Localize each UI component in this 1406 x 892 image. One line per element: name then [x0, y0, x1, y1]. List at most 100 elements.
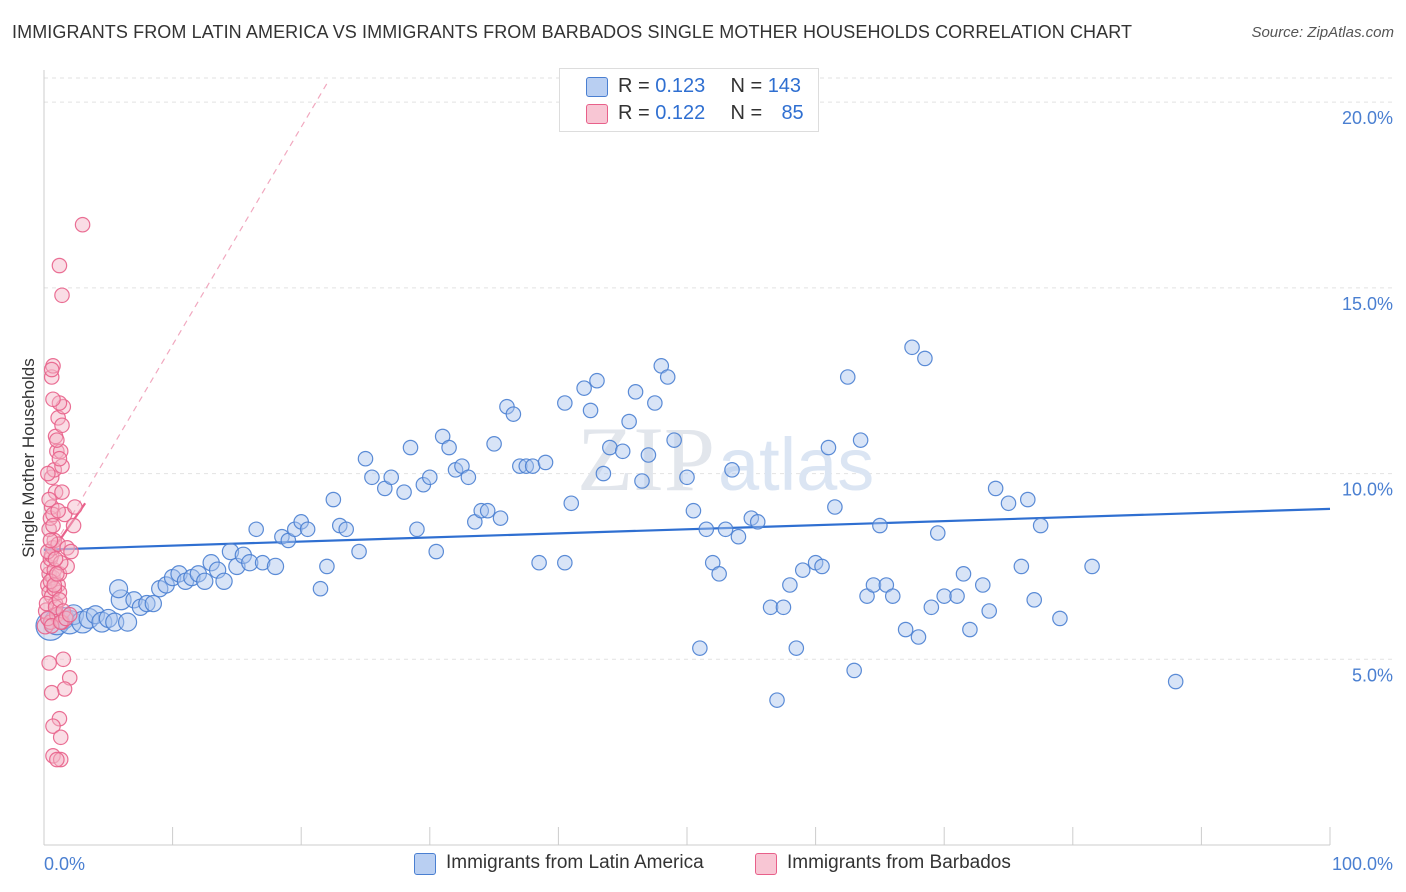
latin-america-point [981, 603, 998, 619]
barbados-point [55, 651, 72, 668]
y-tick-label: 5.0% [1352, 665, 1393, 685]
latin-america-point [974, 577, 991, 593]
barbados-point [45, 517, 61, 534]
legend-swatch-pink [586, 104, 608, 124]
barbados-point [42, 532, 59, 549]
latin-america-point [917, 350, 933, 367]
latin-america-point [769, 692, 785, 708]
legend-n-value: 143 [767, 75, 802, 97]
barbados-point [43, 684, 60, 701]
latin-america-point [364, 469, 380, 486]
y-tick-label: 20.0% [1342, 108, 1393, 128]
bottom-legend-swatch-blue [414, 853, 436, 875]
latin-america-point [1013, 558, 1030, 575]
barbados-point [43, 618, 60, 634]
bottom-legend-swatch-pink [755, 853, 777, 875]
chart-title: IMMIGRANTS FROM LATIN AMERICA VS IMMIGRA… [12, 22, 1133, 42]
legend-n-label: N = [730, 75, 763, 97]
latin-america-point [962, 621, 978, 638]
latin-america-point [1019, 491, 1036, 508]
latin-america-point [319, 558, 335, 575]
latin-america-point [627, 384, 644, 400]
latin-america-point [1052, 610, 1068, 627]
latin-america-point [1026, 592, 1043, 608]
latin-america-point [640, 447, 657, 463]
source-label: Source: ZipAtlas.com [1251, 24, 1394, 41]
latin-america-point [312, 580, 329, 597]
bottom-legend-label: Immigrants from Latin America [446, 852, 704, 873]
latin-america-point [518, 458, 535, 474]
latin-america-point [692, 640, 708, 656]
latin-america-point [897, 621, 914, 638]
latin-america-point [492, 510, 509, 526]
y-tick-label: 10.0% [1342, 480, 1393, 500]
latin-america-point [839, 369, 856, 385]
latin-america-point [602, 439, 618, 456]
latin-america-point [724, 462, 740, 478]
latin-america-point [383, 469, 400, 486]
barbados-point [54, 484, 70, 500]
barbados-point [47, 551, 64, 567]
barbados-point [41, 491, 57, 508]
latin-america-point [1032, 517, 1049, 534]
barbados-point [49, 751, 65, 768]
barbados-point [50, 502, 66, 519]
barbados-point [47, 599, 64, 616]
series-latin-america-points [35, 339, 1184, 708]
latin-america-point [884, 588, 901, 604]
barbados-point [74, 216, 91, 233]
latin-america-point [524, 458, 541, 474]
latin-america-point [241, 554, 259, 572]
latin-america-point [595, 465, 612, 482]
latin-america-point [117, 612, 138, 632]
latin-america-point [505, 406, 522, 422]
latin-america-point [557, 554, 573, 571]
barbados-point [54, 417, 70, 434]
legend-n-value: 85 [781, 102, 804, 124]
latin-america-point [929, 525, 946, 541]
latin-america-point [846, 662, 862, 679]
legend-r-value: 0.122 [655, 102, 706, 124]
latin-america-point [221, 542, 240, 561]
barbados-point [41, 655, 57, 671]
latin-america-point [512, 458, 528, 474]
latin-america-point [659, 369, 676, 385]
latin-america-point [531, 554, 547, 571]
latin-america-point [717, 521, 734, 538]
latin-america-point [428, 543, 445, 560]
latin-america-point [228, 557, 246, 576]
latin-america-point [872, 517, 888, 534]
legend-swatch-blue [586, 77, 608, 97]
latin-america-point [679, 469, 695, 486]
latin-america-point [325, 491, 342, 508]
latin-america-point [110, 589, 132, 611]
latin-america-point [1167, 673, 1184, 690]
latin-america-point [402, 439, 419, 456]
latin-america-point [208, 561, 227, 579]
barbados-point [65, 517, 82, 534]
latin-america-point [666, 432, 682, 448]
latin-america-point [441, 439, 457, 456]
latin-america-point [711, 566, 727, 582]
latin-america-point [788, 640, 805, 656]
latin-america-point [814, 558, 830, 575]
latin-america-point [537, 454, 554, 471]
latin-america-point [827, 499, 843, 515]
latin-america-point [338, 521, 355, 538]
barbados-point [67, 499, 83, 515]
latin-america-trend-line [43, 507, 1331, 551]
barbados-point [51, 450, 68, 467]
legend-n-label: N = [730, 102, 763, 124]
latin-america-point [955, 566, 972, 582]
series-barbados-points [36, 216, 91, 768]
latin-america-point [557, 395, 573, 411]
axes [43, 70, 1331, 846]
barbados-point [45, 718, 61, 734]
latin-america-point [396, 484, 412, 500]
barbados-point [63, 543, 79, 560]
latin-america-point [589, 372, 605, 389]
bottom-legend-label: Immigrants from Barbados [787, 852, 1011, 873]
latin-america-point [865, 577, 882, 593]
latin-america-point [634, 473, 650, 489]
latin-america-point [685, 502, 702, 519]
